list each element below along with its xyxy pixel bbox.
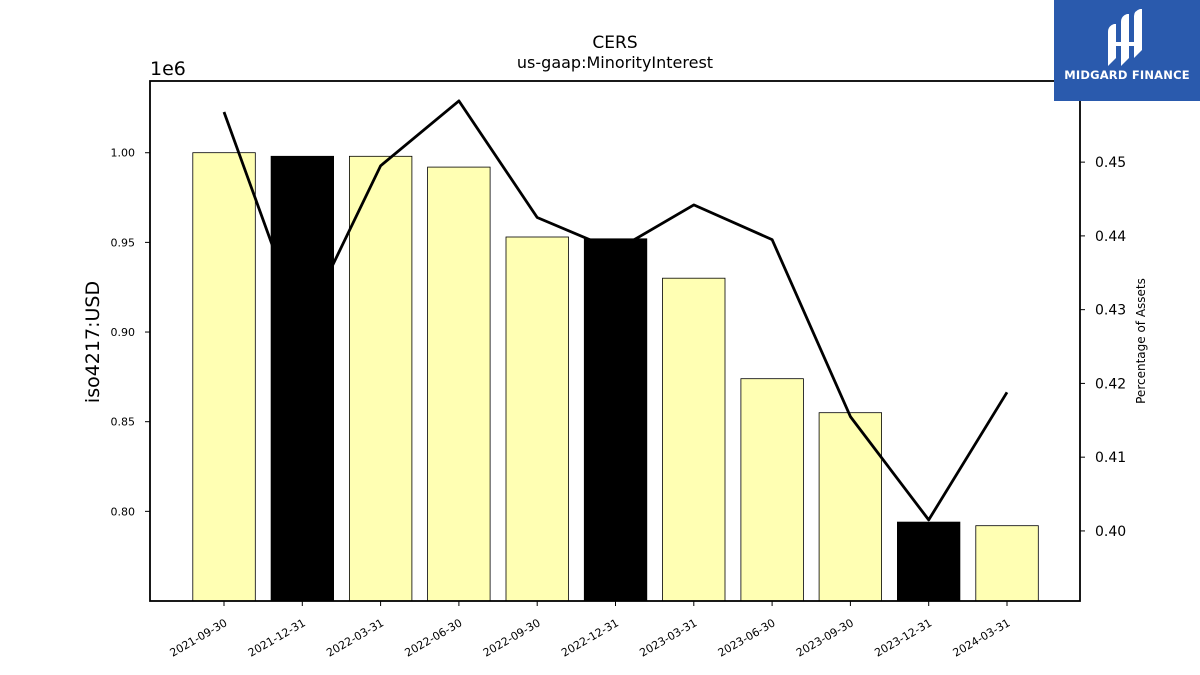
y2-axis-label: Percentage of Assets xyxy=(1134,278,1148,404)
y-offset-label: 1e6 xyxy=(150,58,186,80)
bar xyxy=(348,155,413,602)
y-tick-label: 0.85 xyxy=(111,416,136,429)
bar xyxy=(270,155,335,602)
bar xyxy=(975,525,1039,602)
bar xyxy=(427,166,491,602)
bar xyxy=(740,378,804,602)
y2-tick-label: 0.42 xyxy=(1095,376,1126,392)
y-tick-label: 0.90 xyxy=(111,326,136,339)
bar xyxy=(505,236,569,602)
bar xyxy=(583,238,648,602)
y2-tick-label: 0.44 xyxy=(1095,229,1126,245)
logo-text: MIDGARD FINANCE xyxy=(1064,68,1190,82)
y2-tick-label: 0.43 xyxy=(1095,303,1126,319)
x-tick-label: 2023-06-30 xyxy=(716,616,778,659)
y-tick-label: 1.00 xyxy=(111,147,136,160)
x-tick-label: 2022-12-31 xyxy=(559,616,621,659)
x-tick-label: 2021-12-31 xyxy=(246,616,308,659)
x-tick-label: 2021-09-30 xyxy=(168,616,230,659)
y-tick-label: 0.80 xyxy=(111,505,136,518)
x-tick-label: 2022-03-31 xyxy=(324,616,386,659)
bar-group xyxy=(192,152,1039,602)
bar xyxy=(192,152,256,602)
bar xyxy=(662,277,726,602)
x-tick-label: 2023-12-31 xyxy=(872,616,934,659)
bar xyxy=(897,521,961,602)
y2-tick-label: 0.45 xyxy=(1095,155,1126,171)
x-tick-label: 2024-03-31 xyxy=(951,616,1013,659)
bar xyxy=(818,412,882,602)
x-tick-label: 2023-03-31 xyxy=(637,616,699,659)
line-group xyxy=(222,99,1009,522)
x-tick-label: 2022-06-30 xyxy=(403,616,465,659)
logo: MIDGARD FINANCE xyxy=(1054,0,1200,101)
chart-subtitle: us-gaap:MinorityInterest xyxy=(517,53,713,72)
chart-title: CERS xyxy=(592,33,637,53)
logo-mark-icon xyxy=(1108,9,1142,66)
y2-tick-label: 0.41 xyxy=(1095,450,1126,466)
y2-tick-label: 0.40 xyxy=(1095,524,1126,540)
x-tick-label: 2022-09-30 xyxy=(481,616,543,659)
y-tick-label: 0.95 xyxy=(111,236,136,249)
series-line xyxy=(222,99,1009,522)
x-tick-label: 2023-09-30 xyxy=(794,616,856,659)
y-axis-label: iso4217:USD xyxy=(82,281,104,403)
